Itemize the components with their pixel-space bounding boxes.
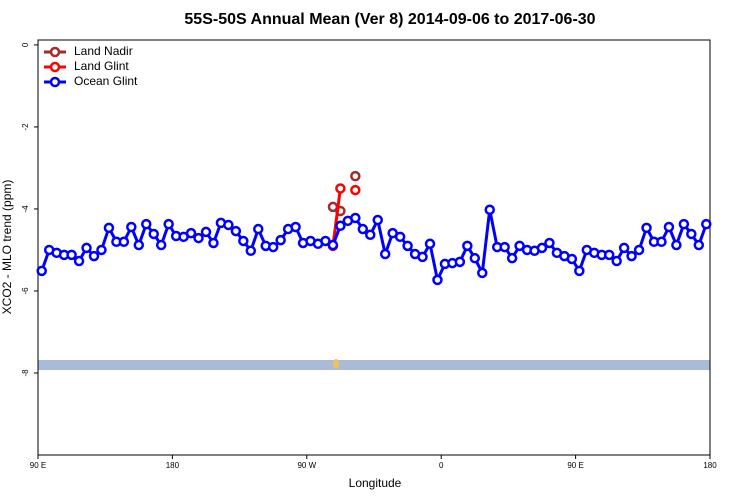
y-tick-label: 0	[21, 42, 30, 47]
point	[686, 228, 697, 240]
point	[230, 225, 242, 237]
legend-swatch-marker	[49, 46, 61, 58]
point	[477, 267, 488, 279]
point	[320, 235, 331, 247]
point	[424, 238, 436, 250]
point	[574, 265, 585, 277]
point	[633, 244, 645, 256]
y-tick-label: -6	[21, 287, 30, 295]
point	[365, 229, 376, 241]
y-tick-label: -4	[21, 205, 30, 213]
point	[267, 241, 279, 253]
point	[350, 184, 361, 196]
y-axis-label: XCO2 - MLO trend (ppm)	[0, 180, 14, 315]
point	[626, 250, 637, 262]
point	[506, 252, 518, 264]
point	[193, 232, 204, 244]
point	[417, 251, 428, 263]
point	[402, 240, 413, 252]
point	[335, 183, 346, 194]
point	[350, 212, 361, 224]
point	[372, 214, 383, 226]
point	[701, 218, 712, 230]
point	[163, 218, 174, 230]
y-tick-label: -8	[21, 369, 30, 377]
point	[96, 244, 107, 256]
legend-label: Land Nadir	[74, 44, 133, 58]
point	[238, 235, 249, 247]
point	[618, 242, 630, 254]
point	[379, 248, 391, 260]
x-tick-label: 180	[703, 461, 717, 470]
point	[81, 242, 92, 254]
land-patch	[333, 359, 339, 369]
x-tick-label: 0	[439, 461, 444, 470]
point	[671, 239, 682, 251]
point	[484, 204, 495, 216]
chart-title: 55S-50S Annual Mean (Ver 8) 2014-09-06 t…	[184, 11, 595, 28]
plot-frame	[37, 39, 711, 456]
point	[350, 170, 361, 182]
legend-label: Ocean Glint	[74, 74, 138, 88]
point	[327, 239, 339, 251]
point	[290, 221, 301, 233]
point	[454, 256, 466, 268]
point	[141, 218, 152, 230]
point	[126, 221, 137, 233]
point	[432, 274, 443, 286]
point	[663, 221, 675, 233]
surface-strip	[38, 360, 710, 370]
point	[641, 222, 652, 234]
legend-label: Land Glint	[74, 59, 129, 73]
point	[603, 249, 615, 261]
x-tick-label: 90 W	[297, 461, 316, 470]
point	[200, 226, 212, 238]
point	[462, 240, 473, 252]
point	[245, 245, 257, 257]
point	[469, 252, 481, 264]
x-axis-label: Longitude	[349, 476, 402, 490]
point	[36, 265, 47, 277]
point	[357, 223, 369, 235]
x-tick-label: 90 E	[30, 461, 46, 470]
point	[103, 222, 115, 234]
point	[88, 250, 100, 262]
point	[223, 219, 234, 231]
legend-swatch-marker	[49, 76, 61, 88]
point	[394, 231, 406, 243]
point	[73, 255, 85, 267]
point	[611, 255, 622, 267]
x-tick-label: 90 E	[567, 461, 583, 470]
point	[66, 249, 77, 261]
point	[253, 223, 264, 235]
point	[335, 220, 346, 232]
point	[208, 237, 219, 249]
point	[499, 241, 510, 253]
x-tick-label: 180	[166, 461, 180, 470]
point	[544, 237, 555, 249]
y-tick-label: -2	[21, 123, 30, 131]
legend-swatch-marker	[49, 61, 61, 73]
point	[275, 234, 286, 246]
point	[133, 239, 145, 251]
point	[536, 242, 548, 254]
point	[118, 236, 130, 248]
series-line	[331, 188, 342, 247]
point	[656, 236, 667, 248]
point	[566, 253, 578, 265]
point	[185, 227, 197, 239]
point	[155, 239, 167, 251]
point	[514, 240, 525, 252]
point	[678, 218, 690, 230]
point	[148, 228, 159, 240]
point	[693, 239, 705, 251]
